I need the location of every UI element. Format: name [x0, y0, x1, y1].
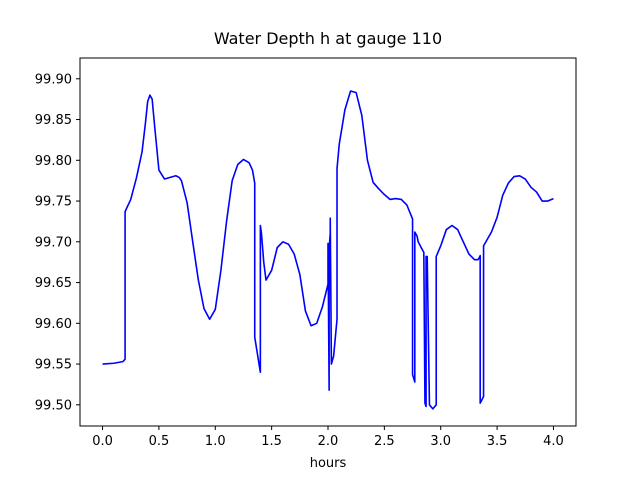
- x-tick-label: 3.5: [487, 434, 508, 449]
- y-tick-label: 99.90: [35, 72, 72, 87]
- x-tick-label: 0.0: [92, 434, 113, 449]
- y-tick-label: 99.80: [35, 154, 72, 169]
- y-tick-label: 99.70: [35, 235, 72, 250]
- y-tick-label: 99.60: [35, 317, 72, 332]
- x-tick-label: 2.0: [318, 434, 339, 449]
- y-tick-label: 99.75: [35, 195, 72, 210]
- y-tick-label: 99.50: [35, 398, 72, 413]
- y-tick-label: 99.65: [35, 276, 72, 291]
- x-tick-label: 1.5: [261, 434, 282, 449]
- x-axis-label: hours: [310, 456, 347, 471]
- x-tick-label: 3.0: [430, 434, 451, 449]
- x-tick-label: 4.0: [543, 434, 564, 449]
- series-line: [102, 90, 554, 410]
- x-tick-label: 0.5: [149, 434, 170, 449]
- y-tick-label: 99.85: [35, 113, 72, 128]
- axes-frame: [79, 57, 577, 427]
- y-tick-label: 99.55: [35, 358, 72, 373]
- chart-title: Water Depth h at gauge 110: [214, 29, 442, 48]
- axis-ticks: 0.0 0.5 1.0 1.5 2.0 2.5 3.0 3.5 4.0 99.50 99.55 99.…: [35, 72, 564, 449]
- x-tick-label: 2.5: [374, 434, 395, 449]
- plot-area: [102, 90, 554, 410]
- x-tick-label: 1.0: [205, 434, 226, 449]
